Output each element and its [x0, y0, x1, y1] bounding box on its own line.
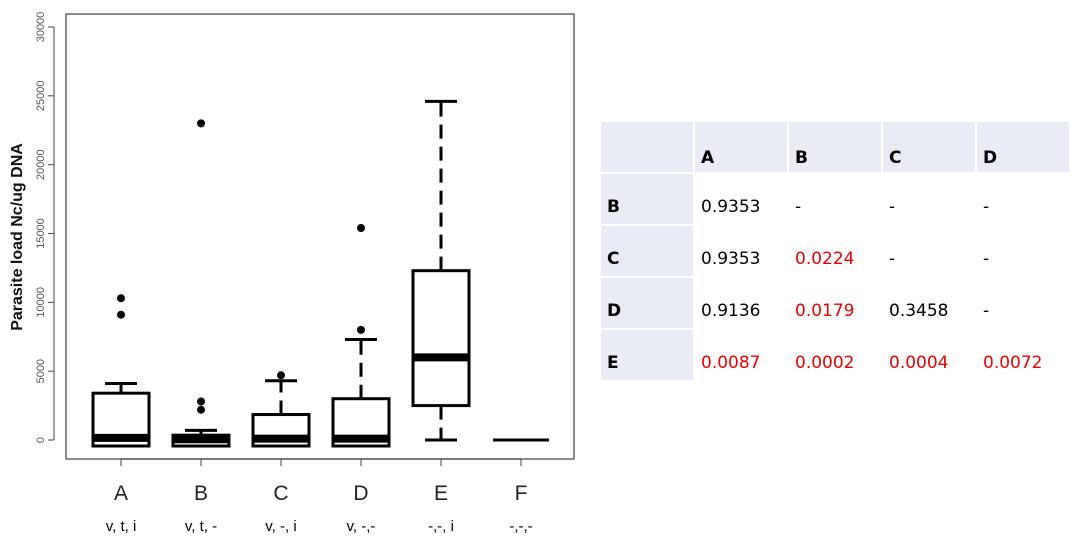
p-value-cell: -: [787, 172, 883, 226]
box-D: [331, 223, 391, 448]
pvalue-table: A B C D B 0.9353- - - C 0.9353 0.0224- - D 0.9136 0.01…: [599, 120, 1071, 382]
table-row: B 0.9353- - -: [599, 172, 1071, 226]
y-tick-label: 0: [35, 437, 47, 443]
outlier-point: [117, 310, 125, 319]
iqr-box: [411, 269, 471, 408]
outlier-point: [197, 397, 205, 406]
x-sublabel: v, -, i: [265, 518, 296, 535]
outlier-point: [117, 294, 125, 303]
column-header: D: [975, 120, 1071, 174]
x-tick-label: C: [273, 482, 288, 505]
p-value-cell: -: [881, 172, 977, 226]
y-tick-label: 15000: [35, 218, 47, 249]
p-value-cell: 0.3458: [881, 276, 977, 330]
y-tick-label: 30000: [35, 12, 47, 43]
p-value-cell: 0.0224: [787, 224, 883, 278]
table-row: D 0.9136 0.0179 0.3458-: [599, 276, 1071, 330]
x-tick-label: F: [515, 482, 528, 505]
row-header: C: [599, 224, 695, 278]
p-value-cell: -: [975, 224, 1071, 278]
p-value-cell: 0.9353: [693, 172, 789, 226]
table-row: C 0.9353 0.0224- -: [599, 224, 1071, 278]
column-header: B: [787, 120, 883, 174]
box-plot: 0 5000 10000 15000 20000 25000 30000 Av, t, i B…: [9, 12, 575, 535]
x-sublabel: -,-, i: [428, 518, 454, 535]
x-tick-label: A: [114, 482, 128, 505]
outlier-point: [197, 119, 205, 128]
outlier-point: [277, 371, 285, 380]
column-header: A: [693, 120, 789, 174]
p-value-cell: 0.0004: [881, 328, 977, 382]
x-sublabel: v, -,-: [347, 518, 376, 535]
y-axis: 0 5000 10000 15000 20000 25000 30000: [35, 12, 55, 443]
p-value-cell: -: [881, 224, 977, 278]
p-value-cell: -: [975, 172, 1071, 226]
y-axis-label: Parasite load Nc/ug DNA: [9, 143, 26, 331]
row-header: B: [599, 172, 695, 226]
x-sublabel: -,-,-: [509, 518, 532, 535]
p-value-cell: 0.0179: [787, 276, 883, 330]
box-E: [411, 99, 471, 442]
row-header: D: [599, 276, 695, 330]
p-value-cell: 0.0072: [975, 328, 1071, 382]
x-tick-label: D: [353, 482, 368, 505]
box-B: [171, 119, 231, 448]
box-C: [251, 371, 311, 448]
p-value-cell: -: [975, 276, 1071, 330]
y-tick-label: 20000: [35, 149, 47, 180]
outlier-point: [357, 223, 365, 232]
outlier-point: [357, 325, 365, 334]
column-header: C: [881, 120, 977, 174]
x-sublabel: v, t, -: [185, 518, 217, 535]
boxes: [91, 99, 549, 448]
x-tick-label: E: [434, 482, 448, 505]
p-value-cell: 0.9353: [693, 224, 789, 278]
x-sublabel: v, t, i: [106, 518, 137, 535]
y-tick-label: 5000: [35, 359, 47, 383]
x-axis: Av, t, i Bv, t, - Cv, -, i Dv, -,- E -,-, i F -…: [106, 458, 533, 535]
y-tick-label: 25000: [35, 81, 47, 112]
column-header: [599, 120, 695, 174]
x-tick-label: B: [194, 482, 208, 505]
outlier-point: [197, 405, 205, 414]
p-value-cell: 0.9136: [693, 276, 789, 330]
p-value-cell: 0.0087: [693, 328, 789, 382]
y-tick-label: 10000: [35, 287, 47, 318]
p-value-cell: 0.0002: [787, 328, 883, 382]
row-header: E: [599, 328, 695, 382]
table-row: E 0.0087 0.0002 0.0004 0.0072: [599, 328, 1071, 382]
box-A: [91, 294, 151, 448]
